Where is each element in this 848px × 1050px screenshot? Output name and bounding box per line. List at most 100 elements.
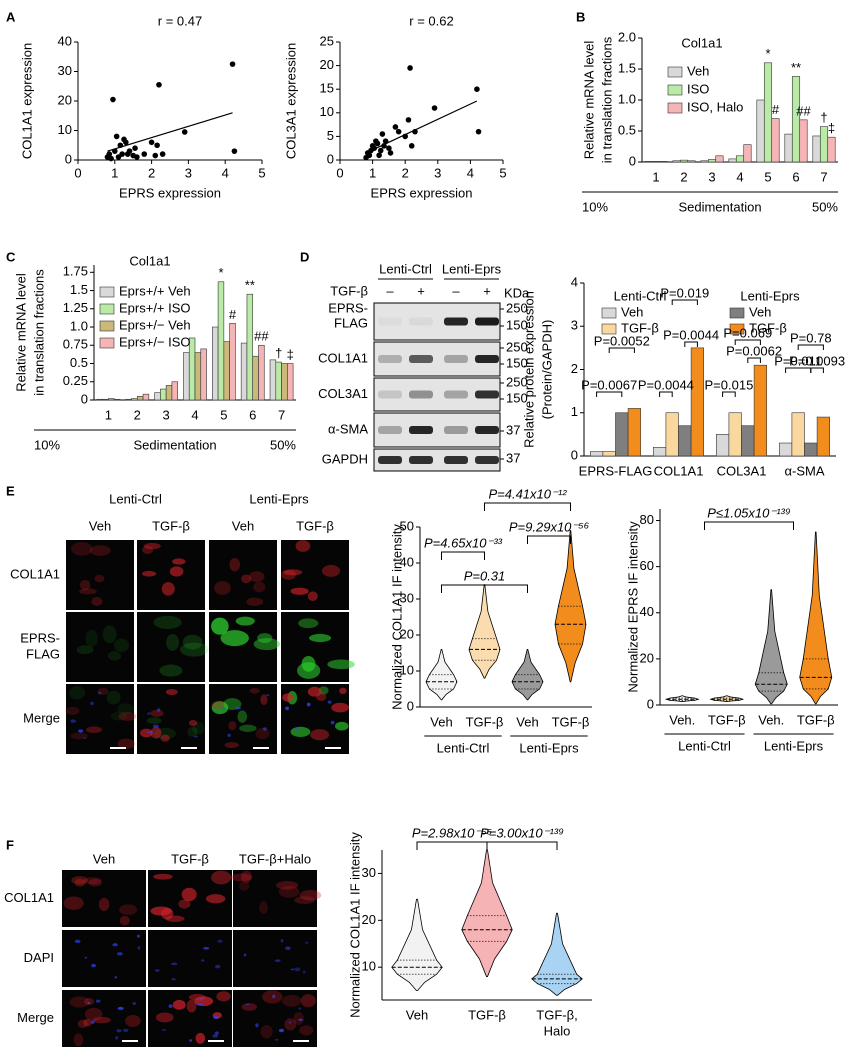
cell bbox=[229, 557, 241, 572]
panel-label: F bbox=[6, 837, 14, 852]
y-tick-label: 15 bbox=[320, 81, 334, 96]
bracket bbox=[596, 391, 623, 397]
bar bbox=[615, 412, 629, 457]
data-point bbox=[377, 147, 384, 154]
x-tick-label: 3 bbox=[708, 169, 715, 184]
bar bbox=[827, 136, 836, 163]
blot-band bbox=[409, 355, 433, 363]
cell bbox=[300, 994, 316, 1008]
legend-label: Veh bbox=[749, 304, 771, 319]
x-tick-label: 5 bbox=[764, 169, 771, 184]
data-point bbox=[387, 150, 394, 156]
bracket bbox=[722, 391, 736, 397]
cell bbox=[280, 938, 284, 943]
chart-title: Col1a1 bbox=[129, 253, 170, 268]
cell bbox=[228, 721, 237, 731]
x-tick-label: 2 bbox=[402, 165, 409, 180]
data-point bbox=[134, 154, 140, 160]
cell bbox=[200, 997, 203, 1001]
cell bbox=[294, 967, 301, 972]
cell bbox=[246, 597, 264, 606]
blot-band bbox=[475, 317, 499, 326]
x-tick-label: 7 bbox=[278, 407, 285, 422]
bar bbox=[678, 425, 692, 457]
trend-line bbox=[365, 100, 478, 154]
cell bbox=[290, 587, 309, 595]
y-tick-label: 4 bbox=[571, 274, 578, 289]
bar bbox=[212, 326, 219, 401]
cell bbox=[146, 717, 162, 724]
bar bbox=[771, 118, 780, 163]
bracket bbox=[486, 841, 558, 850]
y-tick-label: 20 bbox=[640, 650, 654, 665]
cell bbox=[260, 694, 268, 706]
x-tick-label: TGF-β bbox=[466, 714, 504, 729]
cell bbox=[299, 1025, 314, 1036]
image-row: COL1A1 bbox=[4, 890, 54, 905]
cell bbox=[147, 731, 154, 734]
cell bbox=[187, 726, 198, 737]
cell bbox=[310, 729, 330, 741]
bar bbox=[799, 119, 808, 163]
cell bbox=[241, 1003, 258, 1011]
cell bbox=[243, 953, 247, 957]
x-axis-label: EPRS expression bbox=[119, 185, 221, 200]
cell bbox=[162, 1029, 166, 1031]
blot-band bbox=[378, 456, 402, 464]
cell bbox=[97, 687, 109, 696]
panel-label: E bbox=[6, 483, 15, 498]
micrograph bbox=[62, 990, 146, 1047]
x-tick-label: 4 bbox=[467, 165, 474, 180]
x-range-label: 10% bbox=[582, 199, 608, 214]
panel-label: D bbox=[300, 249, 309, 264]
cell bbox=[290, 968, 295, 971]
data-point bbox=[159, 151, 166, 157]
cell bbox=[172, 558, 186, 565]
data-point bbox=[108, 155, 114, 162]
cell bbox=[71, 876, 88, 885]
kda-marker: 150 bbox=[506, 390, 528, 405]
cell bbox=[282, 693, 294, 702]
bracket bbox=[747, 357, 761, 363]
data-point bbox=[374, 140, 381, 147]
micrograph bbox=[233, 870, 317, 927]
lane-sign: – bbox=[386, 283, 394, 298]
cell bbox=[118, 711, 137, 721]
kda-marker: 250 bbox=[506, 374, 528, 389]
y-tick-label: 1.5 bbox=[618, 60, 636, 75]
cell bbox=[245, 1003, 250, 1006]
group-label: Lenti-Eprs bbox=[519, 740, 579, 755]
significance-mark: * bbox=[218, 265, 223, 280]
cell bbox=[211, 701, 229, 715]
cell bbox=[165, 688, 178, 696]
cell bbox=[285, 706, 289, 711]
micrograph bbox=[209, 540, 277, 610]
cell bbox=[335, 721, 349, 731]
blot-row-label: COL3A1 bbox=[318, 386, 368, 401]
cell bbox=[274, 959, 281, 963]
cell bbox=[214, 581, 231, 595]
cell bbox=[235, 706, 241, 710]
x-axis-label: Sedimentation bbox=[133, 437, 216, 452]
data-point bbox=[113, 133, 120, 140]
x-range-label: 50% bbox=[812, 199, 838, 214]
x-tick-label: Veh bbox=[406, 1007, 428, 1022]
cell bbox=[278, 885, 300, 898]
cell bbox=[169, 566, 184, 577]
image-row: DAPI bbox=[24, 950, 54, 965]
legend-label: Eprs+/+ ISO bbox=[119, 300, 191, 315]
bar bbox=[287, 363, 294, 401]
blot-row-label: α-SMA bbox=[328, 421, 368, 436]
cell bbox=[181, 887, 197, 902]
blot-band bbox=[444, 317, 468, 326]
bar bbox=[589, 451, 604, 457]
micrograph bbox=[66, 684, 134, 754]
bar bbox=[644, 161, 653, 163]
p-value: P=2.98x10⁻⁶⁵ bbox=[412, 825, 493, 840]
kda-marker: 250 bbox=[506, 339, 528, 354]
cell bbox=[150, 906, 172, 916]
image-group: Lenti-Eprs bbox=[249, 491, 309, 506]
bar bbox=[791, 76, 801, 163]
violin bbox=[461, 849, 513, 977]
data-point bbox=[229, 61, 236, 67]
